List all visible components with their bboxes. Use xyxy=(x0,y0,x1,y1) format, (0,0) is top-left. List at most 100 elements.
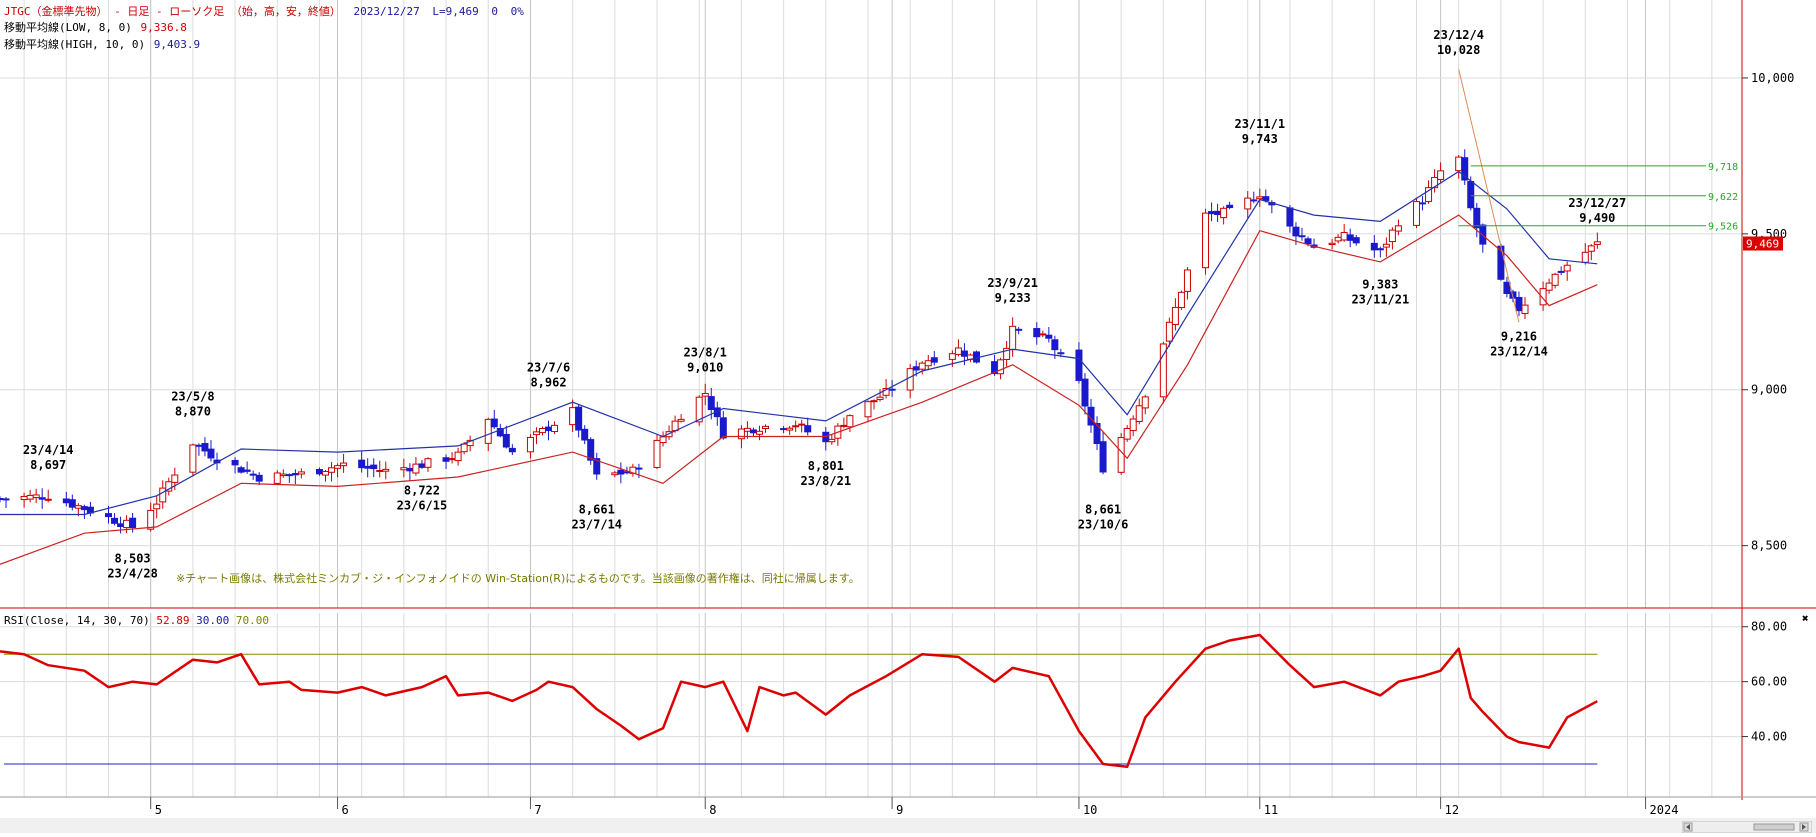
candle-up xyxy=(786,427,794,431)
candle-down xyxy=(370,464,378,470)
candle-down xyxy=(490,418,498,428)
candle-up xyxy=(1581,251,1589,263)
candle-up xyxy=(1394,225,1402,232)
candle-up xyxy=(569,407,577,426)
candle-up xyxy=(189,444,197,473)
candle-down xyxy=(129,517,137,529)
x-tick-label: 12 xyxy=(1445,803,1459,817)
scroll-right-icon xyxy=(1802,824,1806,830)
candle-up xyxy=(1587,245,1595,252)
candle-down xyxy=(1033,328,1041,338)
candle-up xyxy=(924,360,932,367)
candle-down xyxy=(496,428,504,437)
candle-down xyxy=(960,350,968,357)
candle-down xyxy=(104,513,112,518)
candle-up xyxy=(1003,347,1011,360)
extreme-annotation: 8,801 xyxy=(808,459,844,473)
rsi-layer xyxy=(0,633,1598,769)
candle-up xyxy=(532,431,540,436)
candle-down xyxy=(635,467,643,470)
candle-up xyxy=(997,359,1005,375)
candle-down xyxy=(117,523,125,527)
candle-up xyxy=(412,463,420,474)
overlay-layer: 9,718 9,622 9,526 9,469 xyxy=(1458,69,1783,323)
scroll-left-icon xyxy=(1686,824,1690,830)
y-tick-label: 8,500 xyxy=(1751,539,1787,553)
horizontal-scrollbar[interactable] xyxy=(1681,818,1813,834)
candle-up xyxy=(32,494,40,499)
candle-up xyxy=(1220,207,1228,219)
candle-up xyxy=(653,439,661,468)
candle-down xyxy=(364,465,372,469)
x-tick-label: 10 xyxy=(1083,803,1097,817)
candle-up xyxy=(1340,232,1348,241)
candle-up xyxy=(1039,333,1047,336)
scrollbar-graphic[interactable] xyxy=(1681,820,1813,834)
candle-up xyxy=(1593,241,1601,245)
ma-high-label: 移動平均線(HIGH, 10, 0) xyxy=(4,38,146,51)
extreme-annotation: 8,661 xyxy=(579,502,615,516)
candle-down xyxy=(1467,181,1475,209)
candle-up xyxy=(1334,236,1342,242)
candle-up xyxy=(74,505,82,509)
candle-down xyxy=(291,473,299,476)
status-bar xyxy=(0,818,1816,833)
extreme-annotation: 23/11/1 xyxy=(1234,117,1285,131)
rsi-legend: RSI(Close, 14, 30, 70) 52.89 30.00 70.00 xyxy=(4,614,269,627)
extreme-annotation: 10,028 xyxy=(1437,43,1480,57)
candle-down xyxy=(1075,349,1083,381)
moving-average-layer xyxy=(0,170,1598,565)
extreme-annotation: 9,490 xyxy=(1579,211,1615,225)
x-tick-label: 7 xyxy=(534,803,541,817)
candle-down xyxy=(508,447,516,453)
candle-up xyxy=(1129,418,1137,432)
candle-down xyxy=(545,426,553,432)
ma-low-value: 9,336.8 xyxy=(140,21,187,34)
x-tick-label: 5 xyxy=(155,803,162,817)
candle-down xyxy=(780,428,788,431)
candle-up xyxy=(334,465,342,469)
candle-up xyxy=(1135,405,1143,422)
candle-down xyxy=(1262,196,1270,201)
extreme-annotation: 23/6/15 xyxy=(397,498,448,512)
candle-down xyxy=(1226,204,1234,209)
candle-up xyxy=(1413,201,1421,226)
rsi-y-tick-label: 60.00 xyxy=(1751,675,1787,689)
candle-up xyxy=(273,472,281,484)
candle-down xyxy=(1081,378,1089,407)
extreme-annotation: 23/4/14 xyxy=(23,443,74,457)
candle-down xyxy=(358,459,366,469)
candle-up xyxy=(321,471,329,476)
candle-down xyxy=(195,444,203,447)
candle-up xyxy=(1539,288,1547,306)
extreme-annotation: 23/12/4 xyxy=(1433,28,1484,42)
rsi-high-level: 70.00 xyxy=(235,614,269,627)
candle-up xyxy=(153,503,161,510)
candle-down xyxy=(1298,235,1306,238)
candle-down xyxy=(315,469,323,475)
candle-down xyxy=(1051,339,1059,351)
x-tick-label: 6 xyxy=(342,803,349,817)
close-panel-icon[interactable]: ✖ xyxy=(1802,612,1809,625)
candle-up xyxy=(948,353,956,360)
candle-up xyxy=(1009,325,1017,351)
candle-up xyxy=(279,473,287,477)
x-tick-label: 11 xyxy=(1264,803,1278,817)
candle-down xyxy=(804,425,812,433)
x-tick-label: 8 xyxy=(709,803,716,817)
candle-up xyxy=(1382,243,1390,248)
extreme-annotation: 23/7/6 xyxy=(527,361,570,375)
price-level-label: 9,718 xyxy=(1708,162,1738,173)
scroll-thumb[interactable] xyxy=(1753,823,1795,831)
candle-down xyxy=(237,467,245,473)
extreme-annotation: 23/10/6 xyxy=(1078,517,1129,531)
candle-down xyxy=(1208,211,1216,215)
candle-up xyxy=(484,418,492,444)
candle-down xyxy=(1352,237,1360,244)
candle-up xyxy=(611,472,619,476)
candle-down xyxy=(581,428,589,441)
price-level-label: 9,622 xyxy=(1708,192,1738,203)
candle-down xyxy=(38,497,46,500)
candle-up xyxy=(1244,197,1252,210)
candle-up xyxy=(400,467,408,471)
